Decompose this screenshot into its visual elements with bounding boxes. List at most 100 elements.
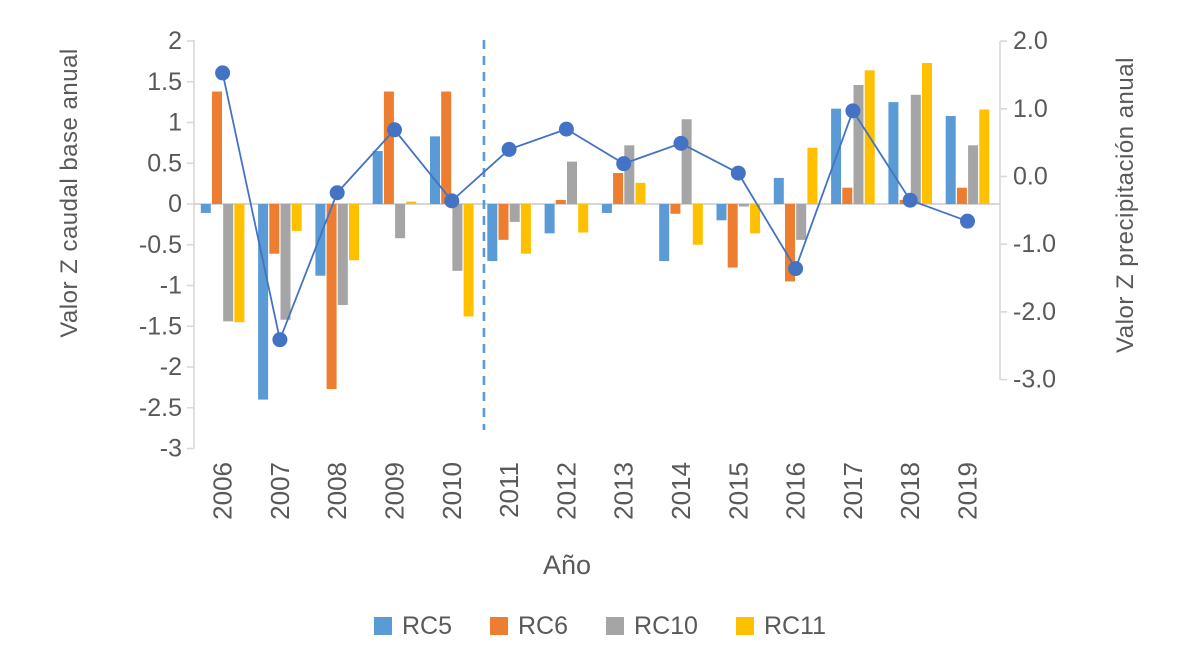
bar-RC10-2006 xyxy=(223,204,234,322)
bar-RC5-2010 xyxy=(430,136,440,204)
bar-RC5-2007 xyxy=(258,204,269,400)
bar-RC5-2008 xyxy=(315,204,326,276)
bar-RC5-2013 xyxy=(601,204,612,213)
left-axis-tick-label: -1 xyxy=(160,272,182,300)
bar-RC6-2016 xyxy=(785,204,795,282)
legend-swatch-RC11 xyxy=(735,617,754,635)
precipitation-marker-2018 xyxy=(902,192,918,208)
bar-RC6-2012 xyxy=(555,199,566,204)
precipitation-marker-2017 xyxy=(845,103,861,119)
bar-RC6-2011 xyxy=(498,204,509,240)
x-tick-label: 2011 xyxy=(494,462,524,518)
left-axis-tick-label: 0 xyxy=(168,190,182,218)
x-tick-label: 2007 xyxy=(265,462,295,520)
bar-RC10-2016 xyxy=(796,204,807,240)
left-axis-title: Valor Z caudal base anual xyxy=(56,48,83,338)
bar-RC10-2013 xyxy=(624,145,635,204)
bar-RC10-2017 xyxy=(853,85,864,204)
legend-swatch-RC6 xyxy=(490,617,508,635)
bar-RC11-2012 xyxy=(578,204,589,233)
bar-RC10-2009 xyxy=(395,204,406,239)
right-axis-tick-label: -2.0 xyxy=(1013,298,1056,326)
left-axis-tick-label: -2 xyxy=(160,353,182,381)
axes-layer xyxy=(187,40,1007,450)
x-tick-label: 2009 xyxy=(380,462,410,520)
bar-RC5-2006 xyxy=(200,204,211,213)
chart-legend: RC5 RC6 RC10 RC11 xyxy=(0,606,1200,646)
bar-RC5-2014 xyxy=(659,204,670,262)
precipitation-marker-2007 xyxy=(272,332,288,348)
bar-RC5-2012 xyxy=(544,204,555,234)
precipitation-marker-2014 xyxy=(673,135,689,151)
bar-RC5-2011 xyxy=(487,204,498,262)
bar-RC6-2007 xyxy=(269,204,280,254)
bar-RC6-2014 xyxy=(670,204,681,214)
right-axis-tick-label: -1.0 xyxy=(1013,230,1056,258)
bar-RC5-2015 xyxy=(716,204,727,221)
legend-swatch-RC10 xyxy=(606,617,625,635)
bar-RC6-2008 xyxy=(326,204,337,390)
right-axis-tick-label: 0.0 xyxy=(1013,163,1048,191)
bar-RC10-2011 xyxy=(509,204,520,222)
x-tick-label: 2016 xyxy=(781,462,811,520)
bar-RC10-2007 xyxy=(280,204,291,320)
x-axis-title: Año xyxy=(542,550,592,580)
legend-item-RC5: RC5 xyxy=(373,611,452,641)
bar-RC5-2009 xyxy=(372,151,383,204)
legend-item-RC6: RC6 xyxy=(490,612,568,641)
bar-RC6-2006 xyxy=(212,91,222,204)
precipitation-line xyxy=(221,72,968,343)
x-tick-label: 2013 xyxy=(609,462,639,520)
x-tick-label: 2006 xyxy=(208,462,238,520)
precipitation-marker-2008 xyxy=(329,185,345,201)
tick-labels-layer: 2 1.5 1 0.5 0 -0.5 -1 -1.5 -2 -2.5 -3 2.0 1.0 0.0 -1.0… xyxy=(139,27,1056,520)
legend-label-RC5: RC5 xyxy=(401,611,452,640)
precipitation-marker-2009 xyxy=(387,122,402,138)
bar-RC11-2006 xyxy=(234,204,245,323)
x-tick-label: 2015 xyxy=(723,462,753,520)
bar-RC6-2017 xyxy=(842,187,853,204)
bar-RC5-2019 xyxy=(945,115,956,204)
bar-RC11-2011 xyxy=(520,204,531,254)
precipitation-marker-2015 xyxy=(730,165,746,181)
bar-RC11-2016 xyxy=(807,147,818,204)
x-tick-label: 2019 xyxy=(953,462,983,520)
bar-RC10-2019 xyxy=(968,145,979,204)
bar-RC10-2010 xyxy=(452,204,463,271)
precipitation-marker-2019 xyxy=(960,213,975,229)
x-tick-label: 2014 xyxy=(666,462,696,520)
bar-RC6-2019 xyxy=(956,187,967,204)
legend-label-RC6: RC6 xyxy=(518,611,569,640)
bar-RC10-2014 xyxy=(681,119,692,204)
x-tick-label: 2010 xyxy=(437,462,467,520)
bar-RC11-2010 xyxy=(463,204,474,317)
legend-item-RC11: RC11 xyxy=(735,611,826,641)
left-axis-tick-label: -0.5 xyxy=(139,231,182,259)
right-axis-tick-label: 2.0 xyxy=(1013,27,1048,55)
bar-RC11-2013 xyxy=(635,182,646,204)
x-tick-label: 2018 xyxy=(895,462,925,520)
bar-RC10-2015 xyxy=(738,204,749,207)
bar-RC10-2012 xyxy=(567,161,577,204)
bar-RC5-2018 xyxy=(888,102,899,204)
bar-RC5-2016 xyxy=(773,177,784,204)
left-axis-tick-label: 1.5 xyxy=(147,68,182,96)
right-axis-tick-label: 1.0 xyxy=(1013,95,1048,123)
bar-RC11-2019 xyxy=(979,109,990,204)
left-axis-tick-label: 1 xyxy=(168,109,182,137)
bar-RC6-2015 xyxy=(727,204,738,268)
right-axis-title: Valor Z precipitación anual xyxy=(1112,57,1139,353)
bar-RC11-2014 xyxy=(692,204,703,245)
bar-RC11-2009 xyxy=(406,201,417,204)
precipitation-marker-2012 xyxy=(558,121,574,137)
left-axis-tick-label: 0.5 xyxy=(147,149,182,177)
line-series-layer xyxy=(215,65,975,348)
x-tick-label: 2012 xyxy=(551,462,581,520)
legend-label-RC11: RC11 xyxy=(763,611,826,640)
left-axis-tick-label: -2.5 xyxy=(139,394,182,422)
legend-item-RC10: RC10 xyxy=(606,612,698,641)
right-axis-tick-label: -3.0 xyxy=(1013,366,1056,394)
bar-RC11-2008 xyxy=(349,204,359,261)
x-tick-label: 2017 xyxy=(838,462,868,520)
